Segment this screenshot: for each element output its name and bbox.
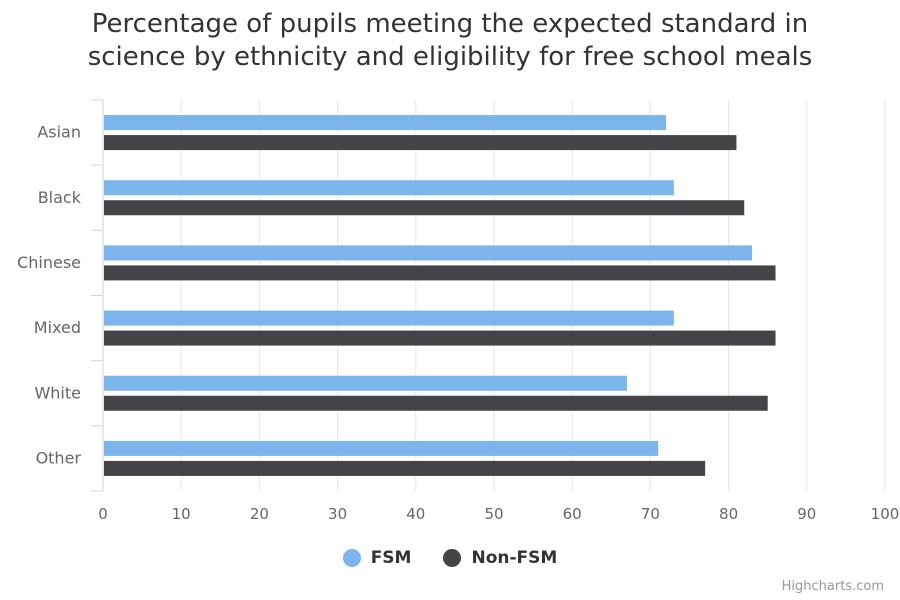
x-tick-label: 70 [641, 505, 660, 523]
bar-non-fsm [104, 460, 706, 476]
category-label: Other [36, 448, 82, 467]
bar-fsm [104, 180, 674, 196]
bar-non-fsm [104, 200, 745, 216]
bar-non-fsm [104, 265, 776, 281]
x-tick-label: 40 [406, 505, 425, 523]
bar-fsm [104, 245, 753, 261]
x-tick-label: 20 [250, 505, 269, 523]
chart-title-line-2: science by ethnicity and eligibility for… [87, 42, 813, 72]
category-label: Black [38, 188, 82, 207]
bar-fsm [104, 440, 659, 456]
credits-link[interactable]: Highcharts.com [781, 579, 884, 594]
x-tick-label: 80 [719, 505, 738, 523]
category-label: White [34, 383, 81, 402]
chart-title: Percentage of pupils meeting the expecte… [0, 8, 900, 74]
bar-fsm [104, 310, 674, 326]
x-tick-label: 30 [328, 505, 347, 523]
category-label: Chinese [17, 253, 81, 272]
chart-title-line-1: Percentage of pupils meeting the expecte… [91, 9, 809, 39]
legend: FSM Non-FSM [0, 548, 900, 568]
bar-fsm [104, 375, 627, 391]
bar-fsm [104, 115, 667, 131]
category-label: Mixed [34, 318, 81, 337]
legend-swatch-non-fsm [443, 549, 462, 567]
x-tick-label: 10 [172, 505, 191, 523]
legend-swatch-fsm [342, 549, 361, 567]
bar-non-fsm [104, 135, 737, 151]
bar-non-fsm [104, 395, 768, 411]
legend-label-non-fsm: Non-FSM [471, 548, 558, 568]
bar-non-fsm [104, 330, 776, 346]
x-tick-label: 100 [871, 505, 900, 523]
x-tick-label: 60 [563, 505, 582, 523]
x-tick-label: 90 [797, 505, 816, 523]
x-tick-label: 50 [484, 505, 503, 523]
x-tick-label: 0 [98, 505, 108, 523]
category-label: Asian [37, 123, 81, 142]
legend-item-fsm[interactable]: FSM [342, 548, 412, 568]
legend-item-non-fsm[interactable]: Non-FSM [443, 548, 557, 568]
legend-label-fsm: FSM [370, 548, 412, 568]
